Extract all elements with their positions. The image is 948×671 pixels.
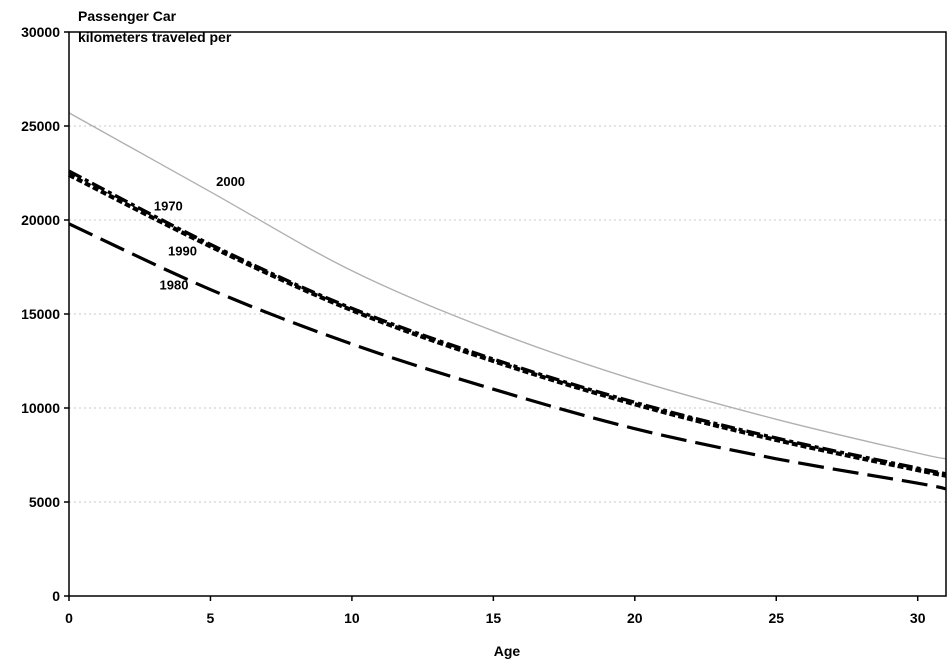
y-tick-label: 25000 bbox=[21, 118, 60, 134]
y-tick-label: 10000 bbox=[21, 400, 60, 416]
x-tick-label: 15 bbox=[486, 610, 502, 626]
series-labels: 2000 1970 1990 1980 bbox=[154, 174, 245, 292]
series-group bbox=[68, 112, 947, 491]
y-tick-label: 20000 bbox=[21, 212, 60, 228]
x-tick-label: 20 bbox=[627, 610, 643, 626]
series-label-1990: 1990 bbox=[168, 244, 197, 259]
series-line-2000 bbox=[68, 112, 947, 460]
series-label-1980: 1980 bbox=[160, 278, 189, 293]
y-tick-label: 30000 bbox=[21, 24, 60, 40]
x-tick-label: 30 bbox=[910, 610, 926, 626]
chart-title: Passenger Car bbox=[78, 8, 177, 24]
x-tick-label: 10 bbox=[344, 610, 360, 626]
y-axis: 0 5000 10000 15000 20000 25000 30000 bbox=[21, 24, 69, 604]
series-label-2000: 2000 bbox=[216, 174, 245, 189]
x-axis-title: Age bbox=[494, 643, 521, 659]
series-line-1980 bbox=[68, 222, 947, 491]
series-label-1970: 1970 bbox=[154, 199, 183, 214]
y-tick-label: 0 bbox=[52, 588, 60, 604]
x-axis: 0 5 10 15 20 25 30 bbox=[65, 596, 926, 626]
y-tick-label: 15000 bbox=[21, 306, 60, 322]
series-line-1990 bbox=[68, 173, 947, 478]
chart-subtitle: kilometers traveled per bbox=[78, 29, 232, 45]
x-tick-label: 5 bbox=[207, 610, 215, 626]
x-tick-label: 0 bbox=[65, 610, 73, 626]
gridlines bbox=[69, 125, 946, 503]
x-tick-label: 25 bbox=[768, 610, 784, 626]
y-tick-label: 5000 bbox=[29, 494, 60, 510]
